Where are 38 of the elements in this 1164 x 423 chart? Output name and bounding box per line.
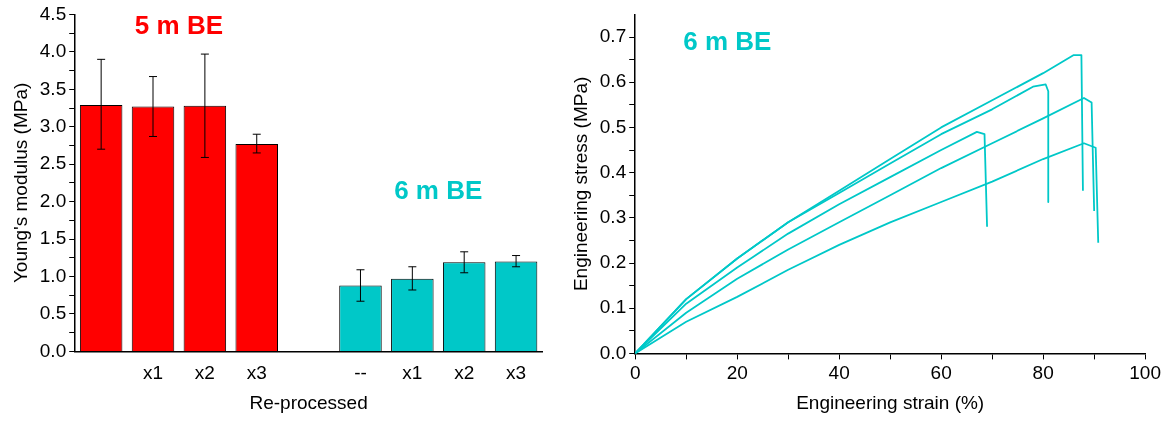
x-tick-label: x3 bbox=[246, 362, 267, 384]
y-tick-label: 0.5 bbox=[39, 302, 67, 324]
y-tick-label: 0.3 bbox=[599, 206, 627, 228]
y-tick-label: 1.0 bbox=[39, 264, 67, 286]
y-tick-label: 2.0 bbox=[39, 189, 67, 211]
x-tick-label: x3 bbox=[506, 362, 527, 384]
y-tick-label: 0.0 bbox=[39, 339, 67, 361]
y-tick-label: 0.4 bbox=[599, 160, 627, 182]
y-tick-label: 4.0 bbox=[39, 40, 67, 62]
x-tick-label: 100 bbox=[1129, 362, 1161, 384]
y-tick-label: 3.0 bbox=[39, 114, 67, 136]
x-tick-label: 20 bbox=[726, 362, 748, 384]
x-tick-label: 40 bbox=[828, 362, 850, 384]
x-tick-label: 0 bbox=[629, 362, 641, 384]
x-tick-label: x2 bbox=[194, 362, 215, 384]
x-tick-label: x2 bbox=[454, 362, 475, 384]
x-axis-title: Re-processed bbox=[249, 391, 368, 413]
x-tick-label: x1 bbox=[402, 362, 423, 384]
y-tick-label: 0.7 bbox=[599, 25, 627, 47]
annotation: 6 m BE bbox=[683, 25, 772, 56]
y-tick-label: 2.5 bbox=[39, 152, 67, 174]
x-axis-title: Engineering strain (%) bbox=[796, 391, 985, 413]
x-tick-label: 80 bbox=[1032, 362, 1054, 384]
y-tick-label: 0.0 bbox=[599, 341, 627, 363]
x-tick-label: -- bbox=[354, 362, 367, 384]
y-tick-label: 1.5 bbox=[39, 227, 67, 249]
y-tick-label: 0.2 bbox=[599, 251, 627, 273]
y-axis-title: Engineering stress (MPa) bbox=[569, 76, 591, 292]
y-tick-label: 0.1 bbox=[599, 296, 627, 318]
y-tick-label: 3.5 bbox=[39, 77, 67, 99]
y-tick-label: 0.5 bbox=[599, 115, 627, 137]
text: 6 m BE bbox=[394, 174, 483, 205]
y-tick-label: 4.5 bbox=[39, 2, 67, 24]
y-axis-title: Young's modulus (MPa) bbox=[9, 82, 31, 284]
y-tick-label: 0.6 bbox=[599, 70, 627, 92]
x-tick-label: 60 bbox=[930, 362, 952, 384]
x-tick-label: x1 bbox=[142, 362, 164, 384]
text: 5 m BE bbox=[134, 9, 224, 40]
